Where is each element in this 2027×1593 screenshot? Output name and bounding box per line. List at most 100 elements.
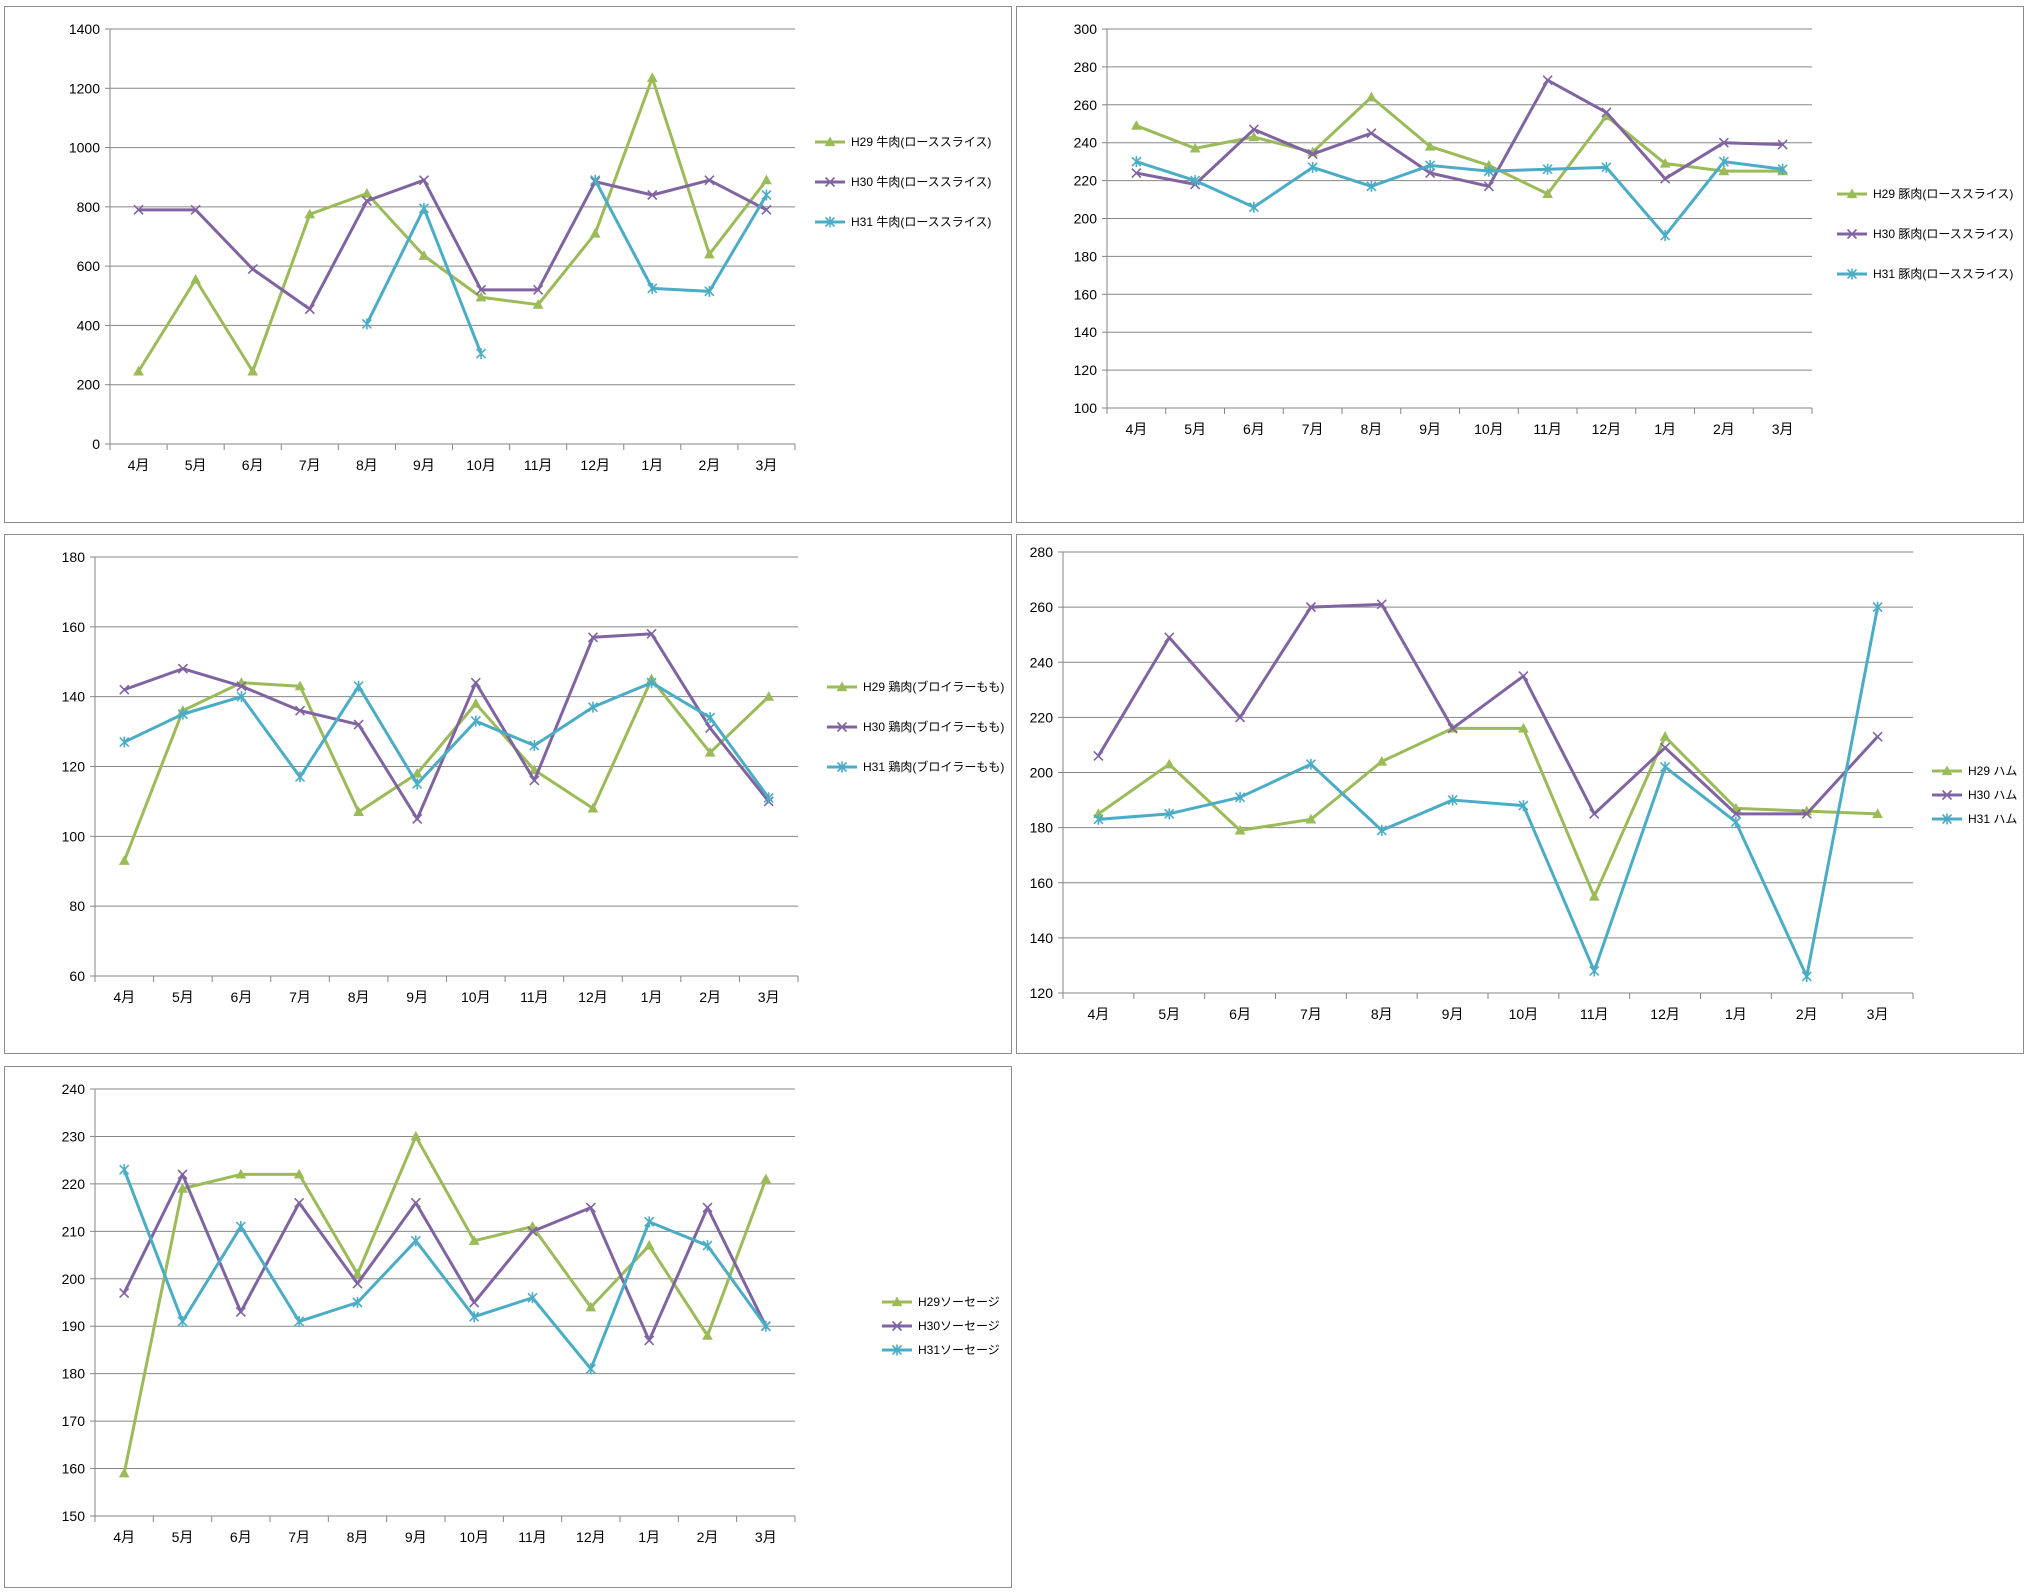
series-line xyxy=(123,632,770,821)
data-point xyxy=(294,1197,305,1208)
data-point xyxy=(587,802,599,813)
x-tick-label: 12月 xyxy=(580,457,610,473)
y-tick-label: 210 xyxy=(62,1223,86,1239)
x-tick-label: 6月 xyxy=(242,457,264,473)
x-axis: 4月 5月 6月 7月 8月 9月 10月 11月 12月 1月 2月 3月 xyxy=(94,1515,796,1545)
x-tick-label: 5月 xyxy=(172,989,194,1005)
data-point xyxy=(1660,742,1671,753)
data-point xyxy=(585,1363,596,1375)
legend-entry: H31 牛肉(ローススライス) xyxy=(815,214,991,229)
data-point xyxy=(761,204,772,215)
data-point xyxy=(410,1130,422,1141)
x-tick-label: 4月 xyxy=(113,989,135,1005)
data-point xyxy=(1660,173,1671,184)
data-point xyxy=(1248,201,1259,213)
series-pork-2 xyxy=(1131,156,1788,242)
data-point xyxy=(352,1268,363,1279)
data-point xyxy=(1425,167,1436,179)
x-tick-label: 6月 xyxy=(1243,421,1265,437)
data-point xyxy=(468,1235,480,1245)
y-tick-label: 200 xyxy=(1030,765,1054,781)
gridlines xyxy=(1107,28,1812,371)
data-point xyxy=(646,677,657,689)
data-point xyxy=(411,767,423,778)
legend-marker xyxy=(891,1296,903,1307)
series-pork-0 xyxy=(1131,91,1788,198)
data-point xyxy=(1307,149,1318,160)
y-tick-label: 230 xyxy=(62,1128,86,1144)
x-tick-label: 1月 xyxy=(638,1529,660,1545)
data-point xyxy=(352,1278,363,1289)
legend-label: H29ソーセージ xyxy=(918,1295,1000,1309)
y-tick-label: 200 xyxy=(1074,211,1098,227)
data-point xyxy=(1601,161,1612,173)
data-point xyxy=(760,1173,772,1184)
x-tick-label: 11月 xyxy=(518,1529,547,1545)
data-point xyxy=(119,736,130,748)
y-tick-label: 240 xyxy=(1030,654,1054,670)
data-point xyxy=(1189,142,1201,153)
data-point xyxy=(585,1301,597,1312)
data-point xyxy=(646,628,657,639)
x-tick-label: 10月 xyxy=(459,1529,489,1545)
x-tick-label: 2月 xyxy=(1796,1006,1818,1022)
data-point xyxy=(587,632,599,643)
data-point xyxy=(177,1183,188,1193)
x-tick-label: 9月 xyxy=(405,1529,427,1545)
legend-label: H30 牛肉(ローススライス) xyxy=(851,174,991,189)
data-point xyxy=(294,705,306,716)
data-point xyxy=(702,1202,713,1213)
data-point xyxy=(1542,188,1553,198)
data-point xyxy=(587,701,599,713)
series-line xyxy=(1098,606,1880,978)
legend-entry: H29ソーセージ xyxy=(882,1295,1000,1309)
y-tick-label: 140 xyxy=(1030,930,1054,946)
x-tick-label: 9月 xyxy=(406,989,428,1005)
legend-label: H30 豚肉(ローススライス) xyxy=(1873,227,2013,241)
data-point xyxy=(469,1311,480,1323)
y-tick-label: 280 xyxy=(1074,59,1098,75)
legend-label: H29 牛肉(ローススライス) xyxy=(851,134,991,149)
data-point xyxy=(304,208,316,219)
data-point xyxy=(1777,163,1788,175)
legend-marker xyxy=(836,761,848,773)
data-point xyxy=(1305,602,1316,613)
data-point xyxy=(353,680,364,692)
data-point xyxy=(118,855,130,865)
y-tick-label: 400 xyxy=(77,317,101,333)
data-point xyxy=(1425,159,1436,171)
series-line xyxy=(593,179,768,293)
series-line xyxy=(122,677,770,862)
y-tick-label: 800 xyxy=(77,199,101,215)
series-pork-1 xyxy=(1131,75,1788,192)
y-tick-label: 160 xyxy=(62,1461,86,1477)
series-beef-0 xyxy=(133,72,772,376)
series-sausage-2 xyxy=(119,1164,771,1375)
legend-entry: H29 豚肉(ローススライス) xyxy=(1837,187,2013,201)
series-line xyxy=(122,1169,768,1371)
y-axis: 0 200 400 600 800 1000 1200 1400 xyxy=(69,21,111,452)
y-tick-label: 220 xyxy=(1030,709,1054,725)
legend-label: H31 牛肉(ローススライス) xyxy=(851,214,991,229)
data-point xyxy=(647,189,658,201)
x-tick-label: 4月 xyxy=(113,1529,135,1545)
legend-marker xyxy=(836,721,848,733)
data-point xyxy=(1660,761,1671,773)
y-tick-label: 1400 xyxy=(69,21,100,37)
y-tick-label: 1200 xyxy=(69,80,100,96)
y-tick-label: 60 xyxy=(69,968,85,984)
series-line xyxy=(1097,602,1879,816)
data-point xyxy=(590,174,601,186)
legend-marker xyxy=(1941,813,1953,825)
legend-entry: H29 牛肉(ローススライス) xyxy=(815,134,991,149)
legend-marker xyxy=(1846,188,1858,199)
legend-marker xyxy=(824,176,836,188)
x-axis: 4月 5月 6月 7月 8月 9月 10月 11月 12月 1月 2月 3月 xyxy=(94,975,799,1005)
y-tick-label: 140 xyxy=(1074,324,1098,340)
data-point xyxy=(293,1168,305,1179)
data-point xyxy=(1518,800,1529,812)
pork-chart: 100 120 140 160 180 200 220 240 260 280 300 4月 5月 6月 7… xyxy=(1074,21,2014,437)
x-tick-label: 12月 xyxy=(1592,421,1622,437)
x-tick-label: 1月 xyxy=(641,989,663,1005)
chart-panel-ham: 120 140 160 180 200 220 240 260 280 4月 5月 6月 7月 8月 9月 1… xyxy=(1016,534,2024,1054)
